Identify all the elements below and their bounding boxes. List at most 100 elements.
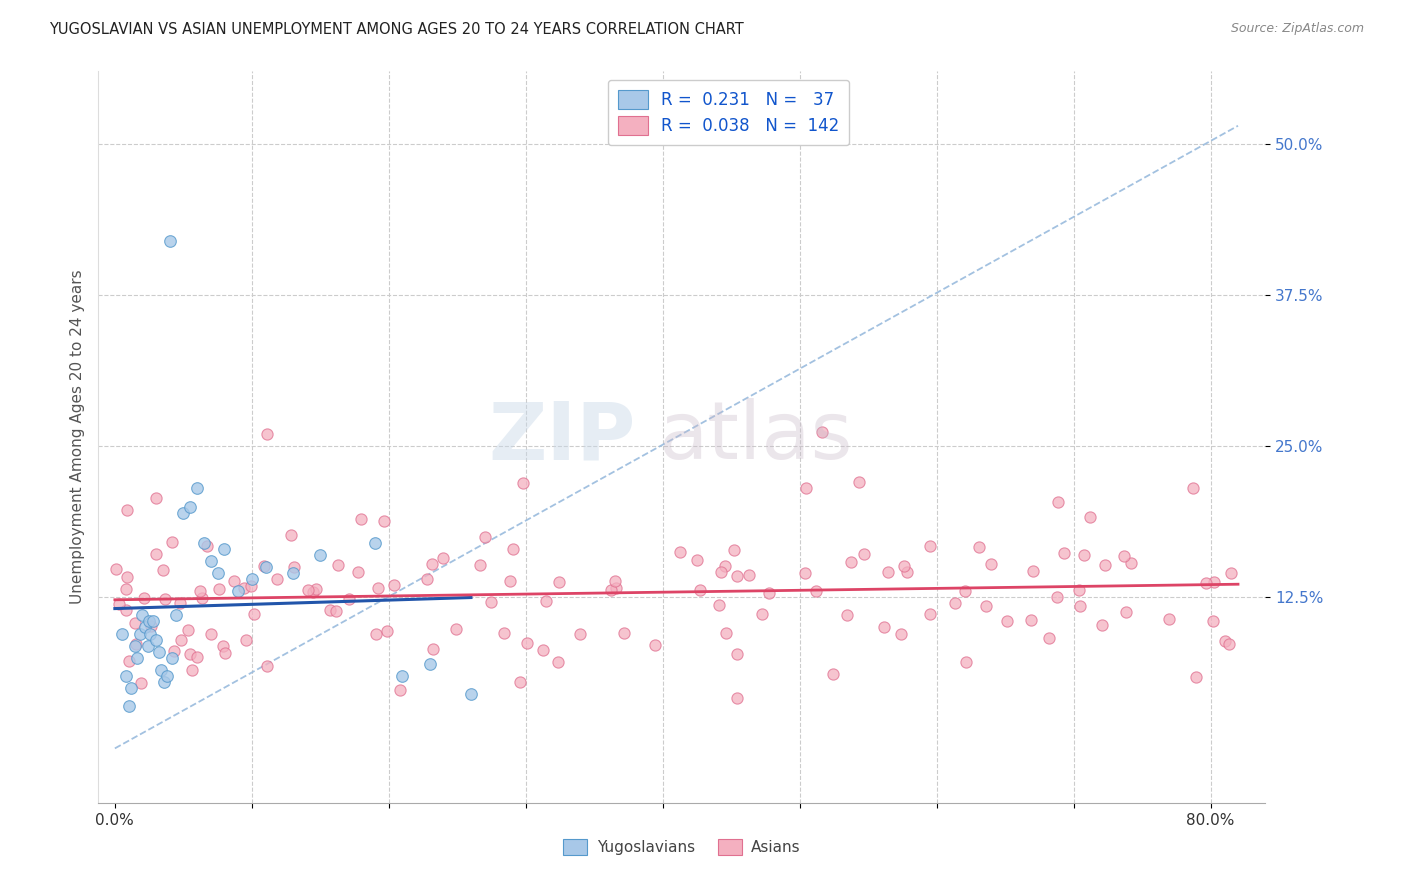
Point [793, 566, 815, 581]
Point [432, 551, 454, 566]
Point [186, 650, 208, 665]
Point [1112, 549, 1135, 563]
Point [804, 584, 827, 599]
Point [131, 608, 153, 623]
Point [134, 591, 156, 605]
Point [1022, 564, 1045, 578]
Point [240, 572, 263, 586]
Point [177, 624, 200, 638]
Point [474, 530, 496, 544]
Point [266, 572, 288, 586]
Point [145, 491, 167, 505]
Point [242, 607, 264, 622]
Point [105, 562, 128, 576]
Point [821, 666, 844, 681]
Point [1078, 510, 1101, 524]
Point [152, 563, 174, 577]
Point [181, 663, 204, 677]
Point [685, 553, 707, 567]
Point [1091, 618, 1114, 632]
Point [111, 626, 134, 640]
Point [389, 683, 412, 698]
Point [200, 627, 222, 641]
Point [114, 582, 136, 597]
Point [169, 596, 191, 610]
Point [738, 568, 761, 582]
Point [124, 616, 146, 631]
Point [446, 622, 468, 636]
Point [163, 644, 186, 658]
Point [508, 674, 530, 689]
Point [134, 620, 156, 634]
Point [1220, 566, 1243, 581]
Point [920, 539, 942, 553]
Point [186, 482, 208, 496]
Text: YUGOSLAVIAN VS ASIAN UNEMPLOYMENT AMONG AGES 20 TO 24 YEARS CORRELATION CHART: YUGOSLAVIAN VS ASIAN UNEMPLOYMENT AMONG … [49, 22, 744, 37]
Point [613, 625, 636, 640]
Point [170, 633, 193, 648]
Point [1038, 631, 1060, 645]
Point [208, 582, 231, 596]
Point [347, 565, 370, 579]
Point [118, 655, 141, 669]
Point [207, 566, 229, 580]
Point [179, 500, 201, 514]
Point [200, 554, 222, 568]
Point [337, 592, 360, 607]
Point [1046, 591, 1069, 605]
Point [195, 539, 218, 553]
Point [953, 583, 976, 598]
Point [995, 614, 1018, 628]
Point [280, 528, 302, 542]
Point [256, 659, 278, 673]
Point [714, 558, 737, 573]
Point [125, 650, 148, 665]
Point [516, 636, 538, 650]
Point [156, 669, 179, 683]
Point [364, 536, 387, 550]
Point [325, 604, 347, 618]
Point [1157, 612, 1180, 626]
Point [138, 615, 160, 629]
Point [117, 699, 139, 714]
Point [1218, 637, 1240, 651]
Point [419, 657, 441, 671]
Point [725, 690, 748, 705]
Point [382, 578, 405, 592]
Point [689, 582, 711, 597]
Point [302, 585, 325, 599]
Point [108, 597, 131, 611]
Point [1073, 549, 1095, 563]
Point [896, 565, 918, 579]
Point [349, 512, 371, 526]
Point [494, 626, 516, 640]
Point [1213, 634, 1236, 648]
Point [512, 475, 534, 490]
Point [710, 565, 733, 579]
Point [297, 583, 319, 598]
Point [974, 599, 997, 614]
Point [114, 603, 136, 617]
Text: Source: ZipAtlas.com: Source: ZipAtlas.com [1230, 22, 1364, 36]
Point [531, 643, 554, 657]
Point [256, 427, 278, 442]
Point [534, 594, 557, 608]
Point [139, 619, 162, 633]
Point [153, 592, 176, 607]
Point [166, 608, 188, 623]
Point [714, 626, 737, 640]
Point [179, 647, 201, 661]
Point [605, 581, 627, 595]
Point [468, 558, 491, 573]
Point [153, 674, 176, 689]
Point [232, 582, 254, 596]
Point [603, 574, 626, 588]
Point [129, 676, 152, 690]
Point [600, 582, 623, 597]
Point [1047, 494, 1070, 508]
Point [159, 234, 181, 248]
Point [309, 548, 332, 562]
Point [751, 607, 773, 622]
Point [918, 607, 941, 621]
Point [1069, 583, 1091, 598]
